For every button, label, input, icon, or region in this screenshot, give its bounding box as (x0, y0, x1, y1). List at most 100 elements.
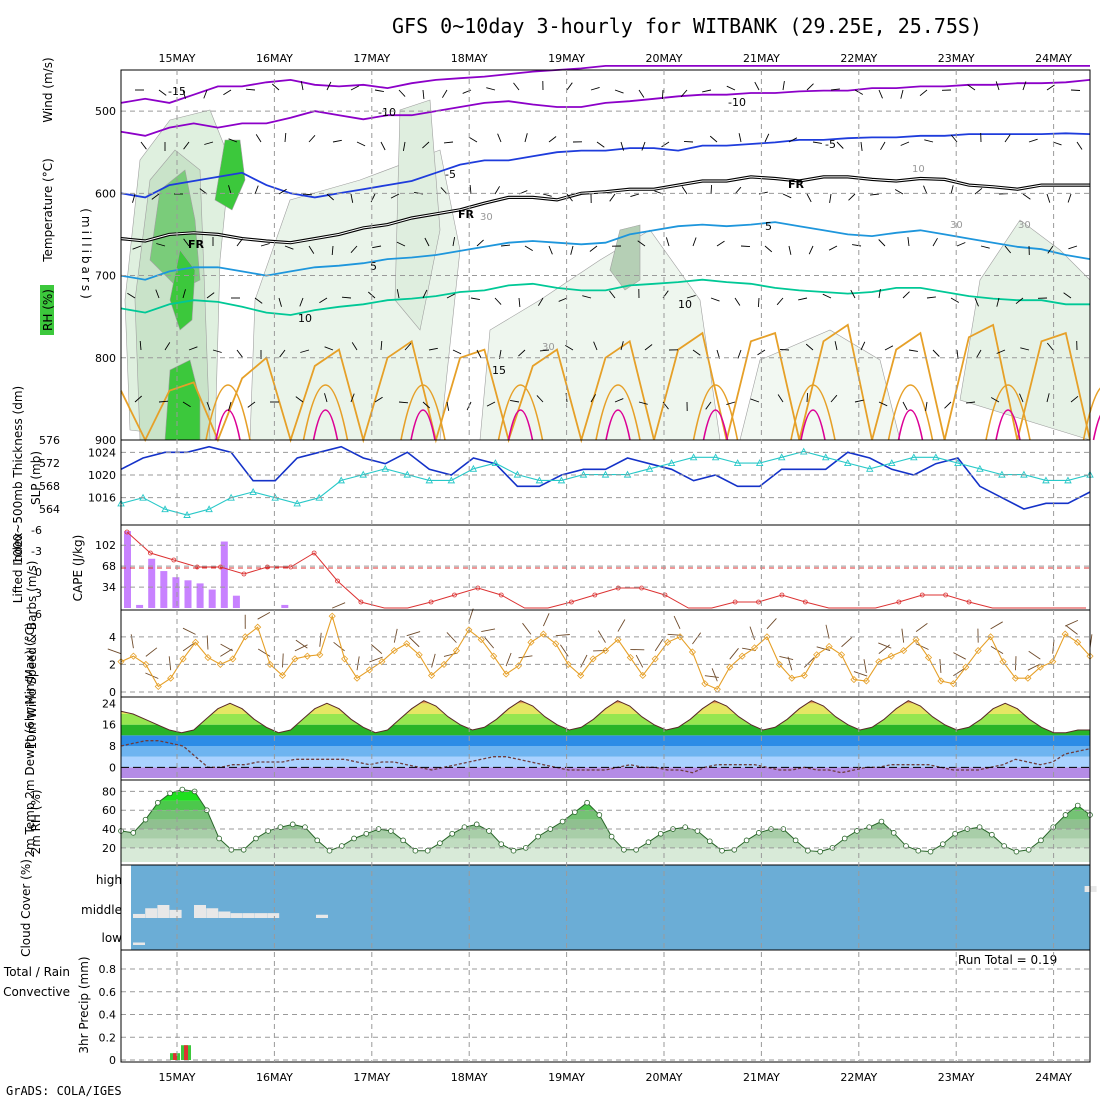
wind-barb (1046, 393, 1050, 403)
date-tick-bottom: 22MAY (840, 1071, 877, 1084)
wind-barb-10m (953, 652, 966, 660)
wind-barb (1046, 84, 1055, 91)
precip-tick: 0 (109, 1054, 116, 1067)
wind-barb (236, 238, 243, 247)
wind-barb (878, 89, 883, 99)
wind-barb (582, 295, 592, 299)
wind-barb (614, 398, 624, 403)
wind-barb (806, 193, 812, 203)
wind-barb (446, 293, 456, 299)
wind-barb-10m (729, 648, 739, 660)
wind-barb (300, 81, 304, 91)
lifted-marker (147, 550, 153, 556)
wind-barb (326, 81, 332, 91)
rh-marker (486, 828, 492, 834)
lifted-tick: 6 (35, 608, 42, 621)
wind-barb (558, 297, 568, 302)
wind-barb-10m (294, 644, 308, 652)
wind-barb-10m (878, 642, 892, 649)
wind-speed-marker (651, 655, 659, 663)
temp-ylabel: 2m Temp 2m DewPt (6hr Min/Max) (°C) (23, 622, 37, 857)
wind-barb (878, 289, 881, 299)
wind-speed-marker (974, 647, 982, 655)
rh-ylabel: 2m RH (%) (29, 789, 43, 854)
date-tick-bottom: 16MAY (256, 1071, 293, 1084)
wind-speed-marker (303, 652, 311, 660)
cloud-bar-high (1084, 886, 1097, 892)
rh-marker (706, 838, 713, 845)
wind-barb (524, 245, 533, 251)
wind-speed-marker (266, 660, 274, 668)
rh-marker (817, 848, 823, 855)
lifted-marker (896, 599, 902, 605)
date-tick-top: 18MAY (451, 52, 488, 65)
wind-barb (590, 394, 596, 403)
rh-marker (253, 835, 259, 842)
wind-barb-10m (555, 634, 570, 637)
wind-speed-marker (775, 660, 783, 668)
rh-marker (927, 848, 934, 855)
date-tick-top: 24MAY (1035, 52, 1072, 65)
wind-barb (1068, 245, 1078, 250)
wind-tick: 0 (109, 686, 116, 699)
wind-barb-10m (816, 646, 831, 652)
isotherm-freezing-outer (120, 175, 1090, 245)
cloud-bar-low (133, 942, 145, 945)
wind-barb (206, 401, 211, 411)
cape-bar (172, 577, 180, 608)
wind-barb (738, 133, 742, 143)
wind-barb (976, 349, 982, 359)
warm-contour (400, 384, 446, 441)
rh-shade-region (394, 99, 441, 331)
wind-speed-marker (428, 671, 436, 680)
rh-marker (449, 830, 455, 837)
lifted-tick: 3 (35, 587, 42, 600)
rh-marker (976, 824, 983, 830)
hot-contour (410, 409, 436, 441)
wind-barb (182, 289, 186, 299)
wind-barb (950, 185, 954, 195)
cape-bar (136, 604, 144, 608)
rh-marker (743, 837, 750, 844)
wind-barb-10m (371, 644, 383, 654)
wind-barb (806, 392, 809, 403)
wind-barb (486, 401, 496, 407)
wind-barb (692, 349, 701, 356)
wind-barb (565, 345, 574, 351)
wind-barb (878, 239, 886, 247)
wind-barb (476, 349, 482, 359)
rh-marker (805, 847, 811, 854)
wind-barb (510, 399, 520, 403)
wind-speed-marker (490, 652, 498, 660)
wind-barb (538, 297, 544, 306)
wind-barb (1004, 245, 1012, 254)
cape-bar (208, 589, 216, 608)
wind-barb (332, 139, 342, 143)
wind-speed-marker (825, 642, 833, 651)
date-tick-top: 21MAY (743, 52, 780, 65)
hot-contour (1092, 414, 1100, 441)
wind-barb-10m (939, 658, 942, 673)
contour-label: 30 (480, 212, 493, 223)
wind-barb (151, 193, 160, 200)
wind-barb (709, 135, 718, 143)
rh-marker (645, 839, 652, 846)
contour-label: -10 (728, 96, 746, 109)
wind-barb-10m (863, 659, 867, 674)
wind-barb (665, 237, 670, 247)
rh-marker (608, 833, 615, 840)
rh-marker (854, 828, 860, 834)
warm-contour (887, 384, 934, 441)
wind-barb (500, 244, 511, 247)
rh-marker (1001, 843, 1007, 849)
date-tick-top: 15MAY (159, 52, 196, 65)
pressure-tick: 900 (95, 434, 116, 447)
wind-barb (966, 401, 976, 404)
precip-tick: 0.8 (99, 963, 117, 976)
wind-barb-10m (406, 631, 421, 637)
contour-label: -5 (825, 138, 836, 151)
wind-barb (880, 141, 886, 151)
date-axes: 15MAY 15MAY 16MAY 16MAY 17MAY 17MAY 18MAY 18MAY… (120, 52, 1091, 1084)
wind-barb (341, 296, 352, 299)
rh-marker (228, 846, 235, 853)
